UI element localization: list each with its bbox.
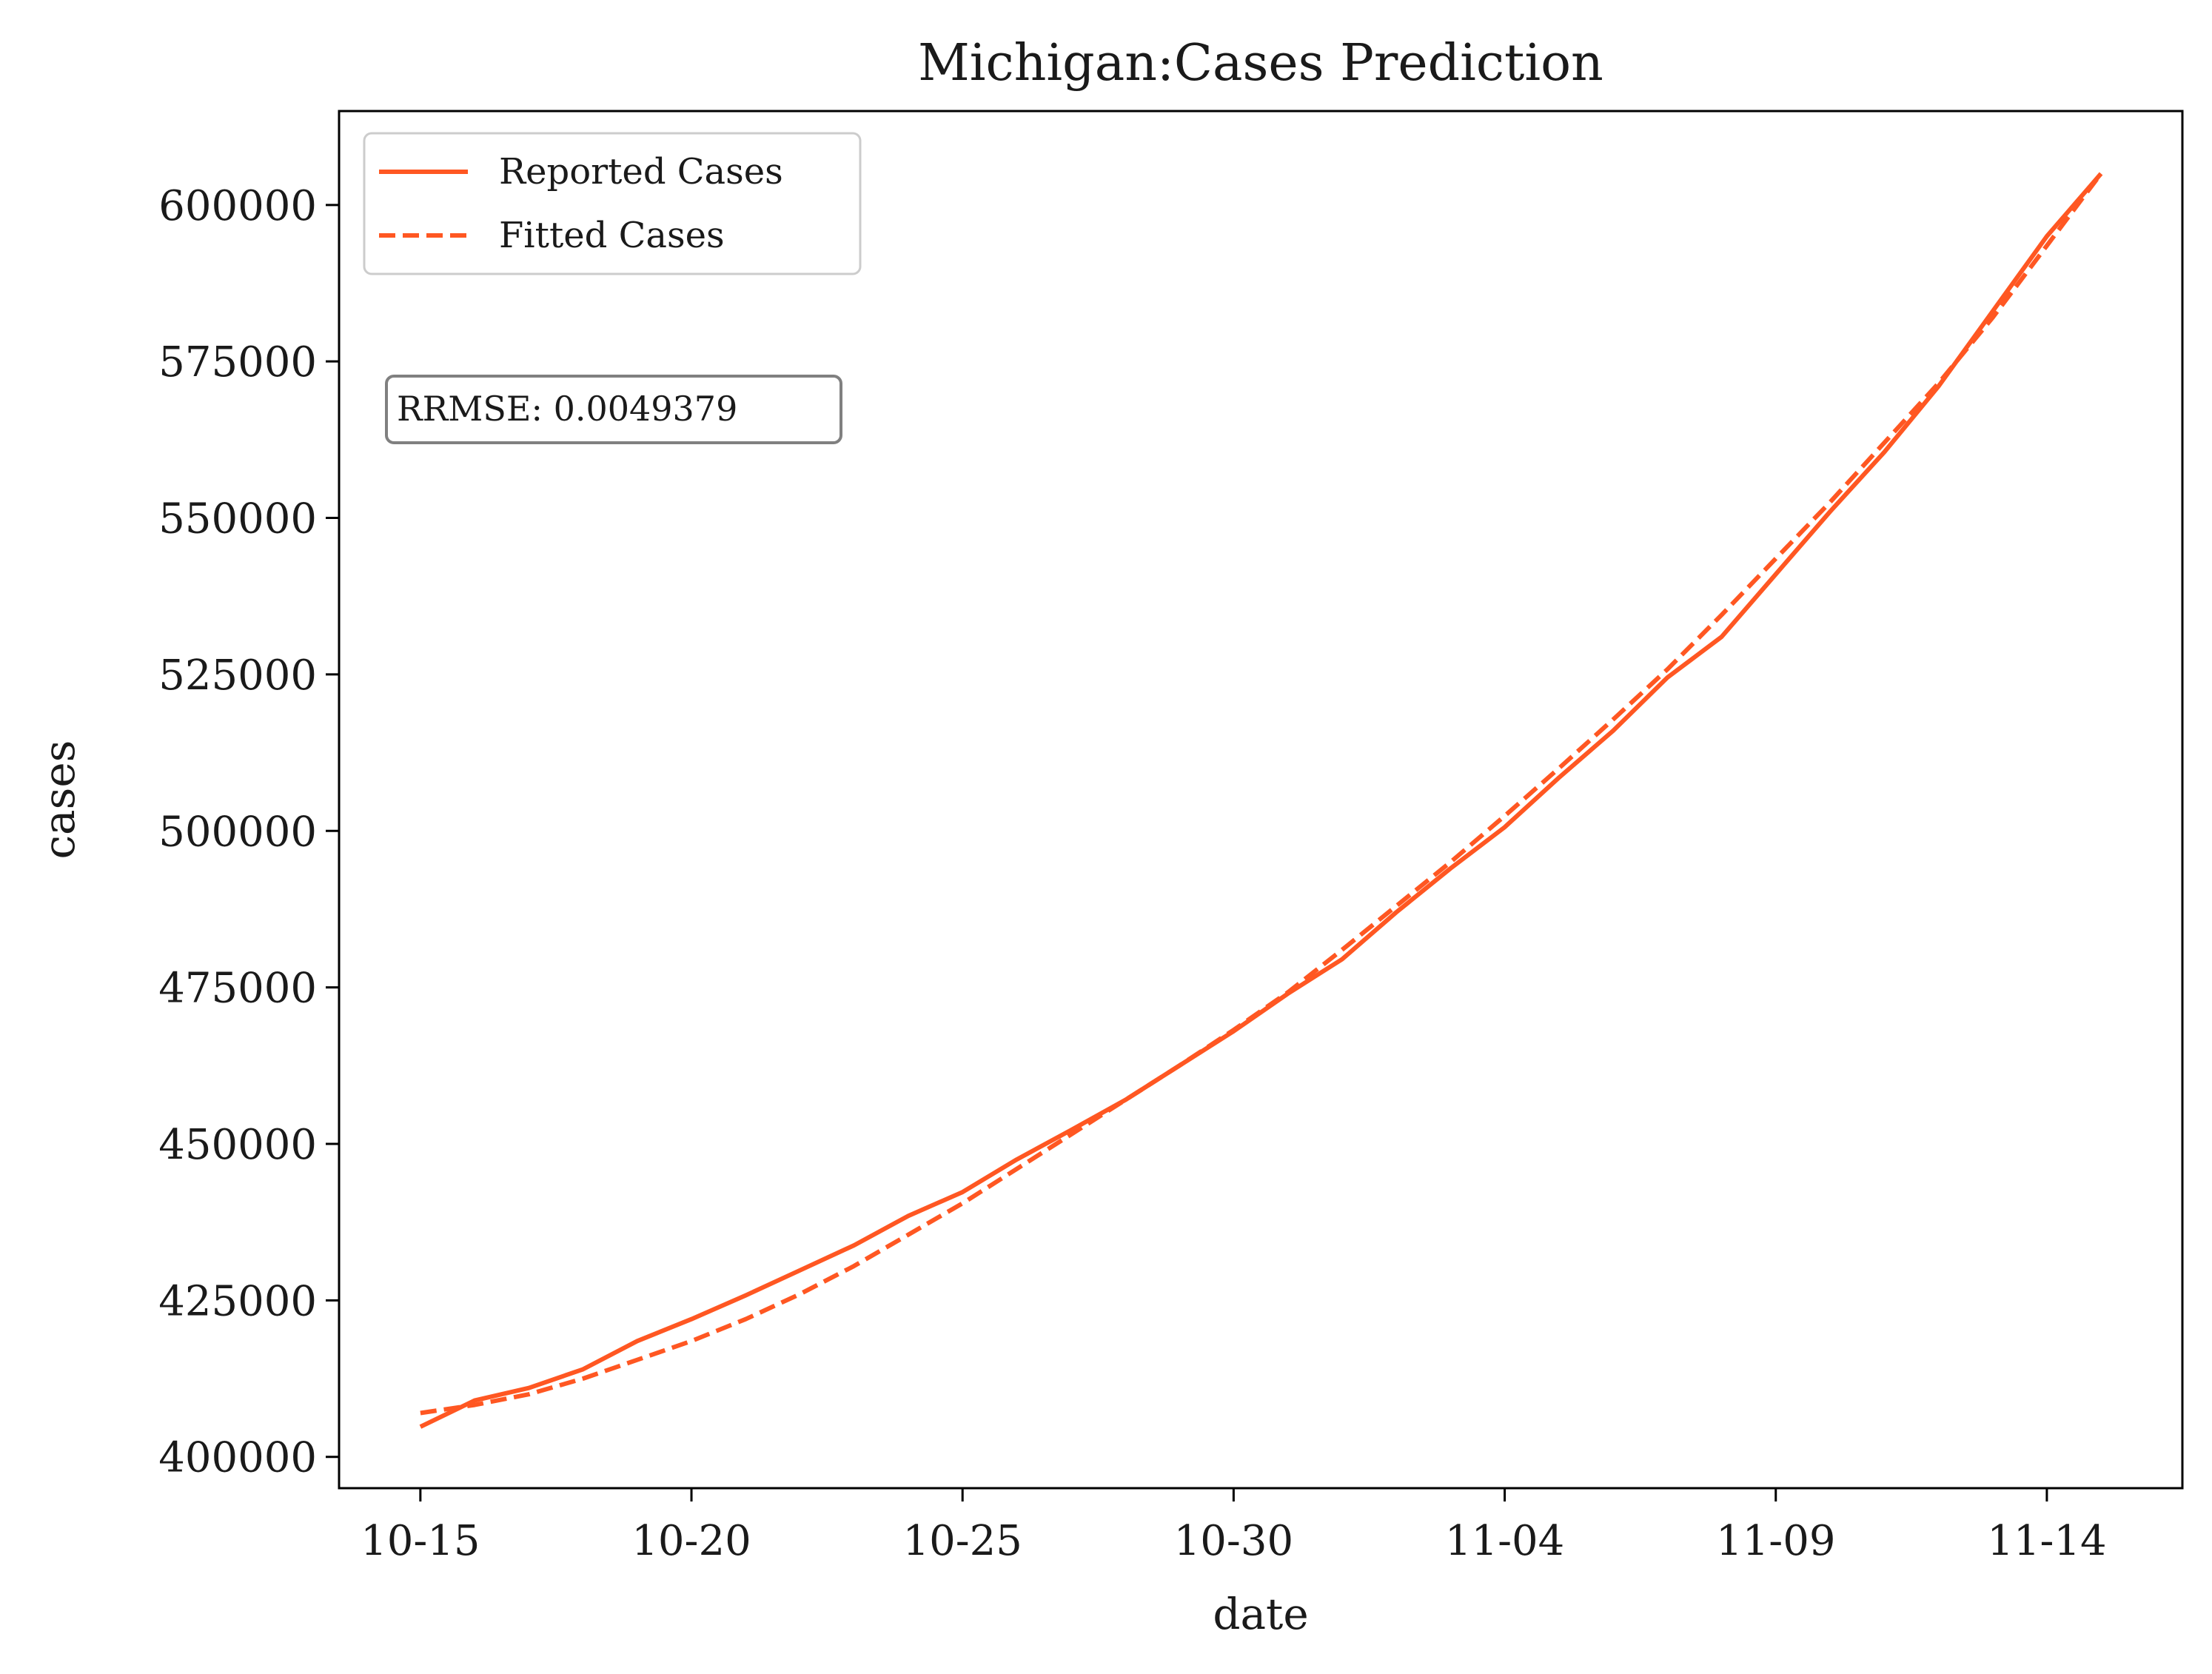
x-axis-label: date bbox=[1213, 1589, 1308, 1639]
x-tick-label: 10-30 bbox=[1174, 1517, 1293, 1565]
plot-frame bbox=[338, 110, 2184, 1490]
y-tick-label: 400000 bbox=[158, 1434, 317, 1482]
chart-title: Michigan:Cases Prediction bbox=[918, 34, 1603, 93]
y-axis-label: cases bbox=[34, 740, 84, 860]
plot-area bbox=[338, 110, 2184, 1490]
rrmse-annotation-box bbox=[385, 375, 842, 444]
x-tick-label: 11-04 bbox=[1445, 1517, 1564, 1565]
x-tick-label: 10-20 bbox=[631, 1517, 751, 1565]
y-tick-label: 600000 bbox=[158, 182, 317, 230]
series-line-fitted-cases bbox=[420, 172, 2103, 1416]
series-layer bbox=[419, 172, 2103, 1429]
legend-box bbox=[363, 132, 862, 275]
legend: Reported Cases Fitted Cases bbox=[363, 132, 862, 275]
legend-label-reported-cases: Reported Cases bbox=[499, 151, 783, 192]
y-tick-label: 525000 bbox=[158, 652, 317, 700]
y-axis-ticks: 400000 425000 450000 475000 500000 525000 5500… bbox=[158, 182, 339, 1482]
y-tick-label: 550000 bbox=[158, 495, 317, 543]
y-tick-label: 575000 bbox=[158, 338, 317, 386]
rrmse-annotation: RRMSE: 0.0049379 bbox=[385, 375, 842, 444]
y-tick-label: 425000 bbox=[158, 1277, 317, 1325]
x-tick-label: 10-25 bbox=[902, 1517, 1022, 1565]
legend-label-fitted-cases: Fitted Cases bbox=[499, 215, 725, 256]
x-tick-label: 10-15 bbox=[361, 1517, 480, 1565]
y-tick-label: 450000 bbox=[158, 1121, 317, 1169]
x-axis-ticks: 10-15 10-20 10-25 10-30 11-04 11-09 11-14 bbox=[361, 1488, 2107, 1565]
y-tick-label: 500000 bbox=[158, 808, 317, 856]
x-tick-label: 11-14 bbox=[1987, 1517, 2106, 1565]
y-tick-label: 475000 bbox=[158, 965, 317, 1013]
rrmse-annotation-text: RRMSE: 0.0049379 bbox=[397, 389, 737, 429]
x-tick-label: 11-09 bbox=[1716, 1517, 1835, 1565]
